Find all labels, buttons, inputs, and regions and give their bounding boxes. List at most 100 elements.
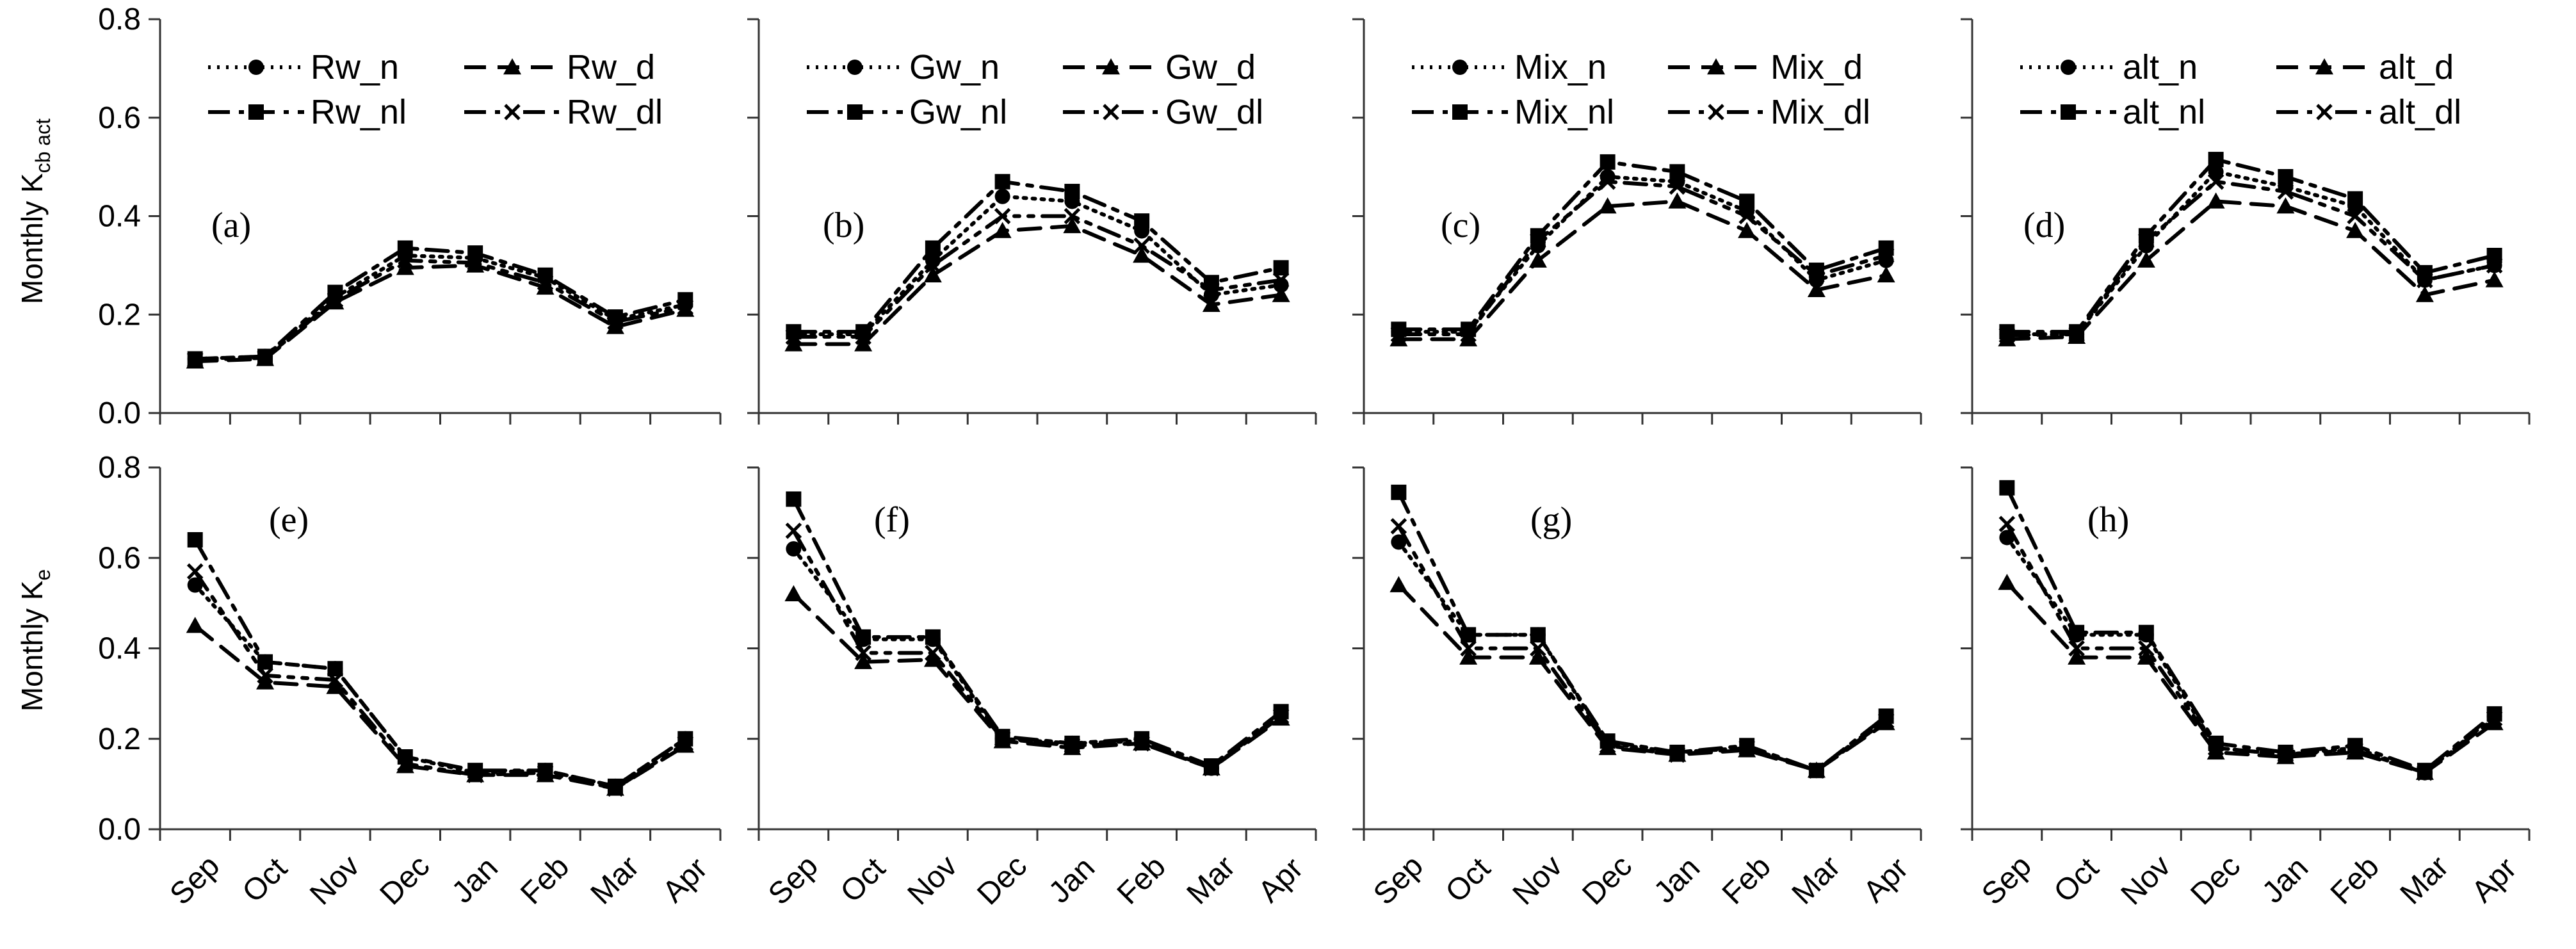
data-point-d [1738, 222, 1756, 238]
legend-label: alt_nl [2123, 93, 2205, 131]
data-point-dl [1738, 740, 1755, 756]
data-point-d [923, 651, 942, 667]
data-point-d [784, 335, 803, 352]
panel-label: (h) [2087, 500, 2129, 540]
data-point-dl [186, 563, 204, 580]
data-point-d [1459, 330, 1478, 346]
data-point-d [186, 617, 204, 633]
data-point-dl [607, 314, 624, 330]
series-line-d [1397, 583, 1888, 773]
y-tick-label: 0.4 [98, 200, 141, 234]
data-point-nl [1999, 480, 2015, 496]
legend-label: alt_dl [2379, 93, 2461, 131]
y-tick-label: 0.6 [98, 101, 141, 135]
chart-panel: (d) alt_n alt_d alt_nl alt_dl [1961, 18, 2531, 425]
legend-label: Rw_dl [567, 93, 663, 131]
x-tick-label: Dec [1576, 849, 1639, 912]
data-point-d [2068, 648, 2086, 665]
data-point-dl [1460, 640, 1477, 657]
series-line-d [193, 263, 688, 364]
data-point-d [1389, 576, 1408, 592]
svg-text:Monthly Kcb act: Monthly Kcb act [15, 118, 54, 304]
legend-marker-d [1707, 58, 1725, 75]
data-point-dl [1272, 272, 1290, 289]
data-point-n [786, 541, 802, 557]
data-point-d [256, 673, 275, 690]
y-axis-title-bottom-sub: e [31, 569, 54, 581]
data-point-dl [1133, 237, 1150, 254]
data-point-dl [1272, 708, 1290, 725]
data-point-nl [2208, 152, 2224, 168]
legend-entry: alt_n [2020, 48, 2198, 86]
data-point-dl [327, 672, 344, 688]
chart-panel: 0.0 0.2 0.4 0.6 0.8 Sep Oct Nov Dec Jan Feb Mar Apr (… [98, 451, 722, 912]
chart-panel: Sep Oct Nov Dec Jan Feb Mar Apr (h) [1961, 466, 2531, 912]
legend-entry: Rw_dl [464, 93, 663, 131]
x-tick-label: Oct [1439, 852, 1497, 909]
panel-label: (d) [2023, 206, 2065, 245]
x-tick-label: Apr [1252, 851, 1309, 909]
x-tick-label: Feb [514, 850, 576, 911]
data-point-dl [1738, 207, 1755, 225]
legend-label: Mix_dl [1770, 93, 1870, 131]
chart-panel: (b) Gw_n Gw_d Gw_nl Gw_dl [747, 18, 1317, 425]
x-tick-label: Mar [1181, 850, 1242, 911]
x-tick-label: Apr [1857, 851, 1915, 909]
x-tick-label: Sep [762, 849, 825, 912]
legend-entry: Gw_dl [1063, 93, 1263, 131]
data-point-dl [677, 735, 694, 752]
data-point-d [396, 259, 414, 275]
legend-entry: Mix_dl [1668, 93, 1870, 131]
data-point-dl [537, 764, 554, 781]
data-point-nl [2347, 191, 2363, 207]
series-line-n [2005, 170, 2497, 336]
data-point-d [2485, 271, 2504, 288]
data-point-dl [1203, 759, 1220, 777]
data-point-d [1063, 216, 1081, 234]
y-tick-label: 0.2 [98, 722, 141, 756]
y-tick-label: 0.0 [98, 396, 141, 430]
data-point-d [1807, 280, 1826, 298]
x-tick-label: Dec [2184, 849, 2247, 912]
data-point-dl [677, 298, 694, 316]
y-axis-title-top: Monthly Kcb act [15, 118, 54, 304]
data-point-n [187, 577, 203, 593]
data-point-nl [1391, 484, 1407, 500]
data-point-dl [1460, 326, 1477, 343]
data-point-dl [1808, 266, 1825, 284]
legend-entry: Rw_nl [208, 93, 407, 131]
chart-panel: 0.0 0.2 0.4 0.6 0.8 (a) Rw_n Rw_d Rw_nl Rw_dl [98, 3, 722, 430]
data-point-dl [785, 328, 802, 345]
x-tick-label: Feb [2324, 850, 2386, 911]
data-point-n [1878, 252, 1894, 268]
x-tick-label: Dec [374, 849, 437, 912]
legend-entry: Mix_n [1412, 48, 1607, 86]
data-point-nl [1669, 164, 1685, 180]
y-tick-label: 0.6 [98, 541, 141, 575]
data-point-dl [2138, 640, 2155, 657]
data-point-dl [2486, 710, 2503, 727]
legend-label: Rw_n [311, 48, 399, 86]
legend: alt_n alt_d alt_nl alt_dl [2020, 48, 2461, 131]
data-point-dl [1203, 282, 1220, 298]
data-point-d [1133, 247, 1151, 263]
legend-entry: Gw_nl [807, 93, 1007, 131]
data-point-d [1528, 251, 1547, 268]
legend-label: Gw_d [1165, 48, 1256, 86]
series-line-n [1397, 174, 1888, 334]
legend-label: Gw_n [909, 48, 1000, 86]
legend-marker-n [847, 60, 863, 75]
data-point-dl [467, 254, 483, 272]
x-tick-label: Sep [1975, 849, 2038, 912]
legend-marker-d [2315, 58, 2333, 75]
legend-entry: Gw_n [807, 48, 1000, 86]
data-point-n [1391, 534, 1407, 550]
legend-label: Rw_d [567, 48, 655, 86]
data-point-nl [925, 629, 941, 645]
legend-entry: Rw_n [208, 48, 399, 86]
data-point-d [2207, 192, 2225, 209]
series-line-n [193, 253, 688, 361]
data-point-dl [537, 274, 554, 291]
data-point-dl [1599, 737, 1616, 754]
